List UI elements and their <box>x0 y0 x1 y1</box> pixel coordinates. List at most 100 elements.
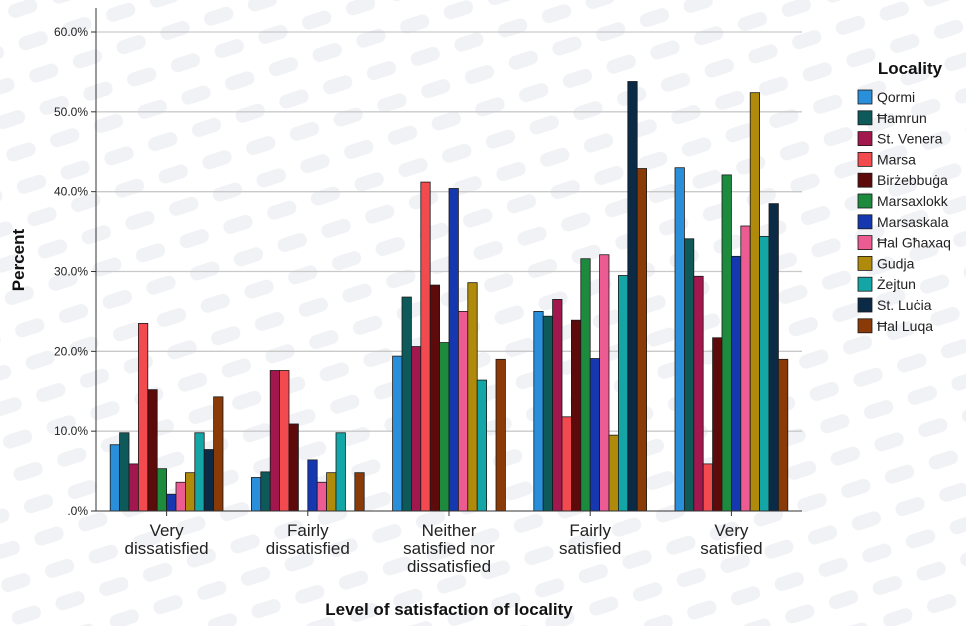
legend-label: St. Venera <box>877 131 943 147</box>
bar <box>674 167 685 512</box>
bar <box>109 444 120 512</box>
bar <box>420 181 431 512</box>
bar <box>401 296 412 512</box>
bar <box>589 358 601 512</box>
bar <box>439 342 450 512</box>
bar <box>288 423 299 512</box>
bar <box>684 238 695 512</box>
legend-label: Qormi <box>877 89 915 105</box>
legend-label: Ħal Luqa <box>877 318 933 334</box>
bar <box>608 434 619 512</box>
legend-swatch <box>857 110 873 126</box>
y-tick-label: 10.0% <box>54 424 88 438</box>
legend-label: Marsa <box>877 151 916 167</box>
bar <box>175 481 186 512</box>
y-tick-label: .0% <box>67 504 88 518</box>
bar <box>561 416 572 512</box>
legend-label: St. Luċia <box>877 297 932 313</box>
bar <box>731 255 742 512</box>
legend-label: Marsaskala <box>877 214 949 230</box>
bar <box>457 311 469 512</box>
legend-title: Locality <box>878 59 943 78</box>
bar <box>495 358 506 512</box>
y-tick-label: 20.0% <box>54 344 88 358</box>
bar <box>429 284 441 512</box>
legend-swatch <box>857 297 873 313</box>
legend-swatch <box>857 193 873 209</box>
y-axis-title: Percent <box>9 228 28 291</box>
bar <box>693 275 704 512</box>
bar <box>533 311 544 512</box>
bar <box>156 468 167 512</box>
bar <box>316 481 328 512</box>
bars <box>109 81 789 512</box>
legend-swatch <box>857 276 873 292</box>
bar <box>260 471 271 512</box>
bar <box>194 432 205 512</box>
bar <box>137 322 149 512</box>
legend-label: Marsaxlokk <box>877 193 949 209</box>
legend-label: Żejtun <box>877 275 916 292</box>
bar <box>354 472 365 512</box>
bar <box>542 315 554 512</box>
bar <box>203 449 214 512</box>
y-tick-label: 40.0% <box>54 185 88 199</box>
bar <box>778 358 789 512</box>
legend-swatch <box>857 318 873 334</box>
bar <box>326 472 337 512</box>
bar <box>749 92 761 512</box>
bar <box>307 459 318 512</box>
bar <box>580 258 591 512</box>
y-tick-label: 30.0% <box>54 265 88 279</box>
legend: Locality Qormi Ħamrun St. Venera Marsa Birże… <box>857 59 951 334</box>
legend-label: Ħamrun <box>877 110 927 126</box>
x-category-label: Fairly satisfied <box>559 521 621 558</box>
y-tick-label: 60.0% <box>54 25 88 39</box>
bar <box>410 346 422 512</box>
x-axis-title: Level of satisfaction of locality <box>325 600 573 619</box>
legend-swatch <box>857 172 873 188</box>
bar <box>636 168 648 512</box>
bar <box>721 174 732 512</box>
bar <box>335 432 346 512</box>
bar <box>476 379 488 512</box>
bar <box>618 275 629 512</box>
bar <box>213 396 224 512</box>
bar <box>119 432 130 512</box>
legend-label: Ħal Għaxaq <box>877 235 951 251</box>
bar <box>184 472 196 512</box>
legend-swatch <box>857 235 873 251</box>
bar <box>147 389 158 512</box>
bar <box>552 299 563 512</box>
legend-swatch <box>857 89 873 105</box>
y-tick-label: 50.0% <box>54 105 88 119</box>
y-tick-labels: .0% 10.0% 20.0% 30.0% 40.0% 50.0% 60.0% <box>54 25 88 518</box>
bar <box>128 463 139 512</box>
x-category-label: Fairly dissatisfied <box>266 521 350 558</box>
x-category-labels: Very dissatisfied Fairly dissatisfied Neithe… <box>125 511 763 576</box>
bar <box>740 225 751 512</box>
bar <box>571 319 582 512</box>
bar <box>627 81 638 512</box>
legend-swatch <box>857 255 873 271</box>
bar <box>392 355 403 512</box>
bar <box>250 477 262 512</box>
legend-label: Birżebbuġa <box>877 172 948 188</box>
x-category-label: Very satisfied <box>700 521 762 558</box>
bar <box>166 493 177 512</box>
bar <box>759 235 770 512</box>
bar <box>269 370 281 512</box>
bar <box>279 370 290 512</box>
x-category-label: Very dissatisfied <box>125 521 209 558</box>
bar <box>599 254 610 512</box>
legend-label: Gudja <box>877 255 915 271</box>
bar <box>448 188 459 512</box>
legend-swatch <box>857 214 873 230</box>
legend-swatch <box>857 131 873 147</box>
bar <box>467 282 478 512</box>
x-category-label: Neither satisfied nor dissatisfied <box>403 521 495 576</box>
legend-swatch <box>857 151 873 167</box>
bar <box>712 337 723 512</box>
